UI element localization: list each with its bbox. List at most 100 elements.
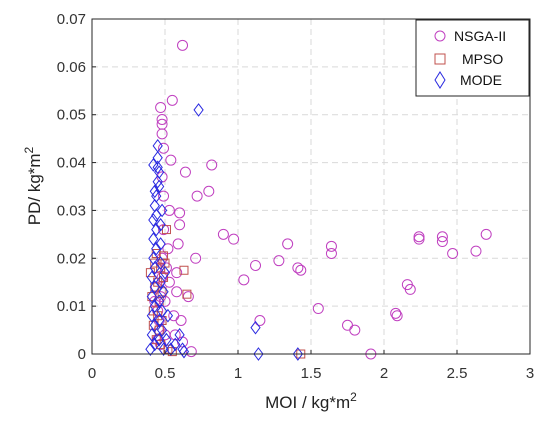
data-point-diamond [151,222,162,237]
legend-marker-mpso [434,53,446,65]
x-axis-label: MOI / kg*m2 [265,390,357,412]
data-point-circle [171,286,183,298]
y-tick-label: 0 [78,346,86,363]
data-point-diamond [158,284,169,299]
data-point-square [161,225,171,235]
data-point-circle [163,204,175,216]
data-point-circle [413,231,425,243]
data-point-diamond [253,347,264,361]
data-point-circle [254,315,266,326]
data-point-square [182,289,192,299]
data-point-circle [166,94,178,106]
data-point-circle [163,276,175,288]
y-axis-label-text: PD/ kg*m [25,153,44,225]
data-point-circle [273,255,285,267]
data-point-circle [158,190,170,202]
data-points [145,39,492,361]
data-point-diamond [149,318,160,333]
x-tick-label: 2.5 [447,365,468,382]
data-point-diamond [170,337,181,352]
data-point-circle [174,219,186,231]
y-tick-label: 0.05 [57,107,86,124]
data-point-diamond [145,342,156,357]
data-point-circle [165,154,177,166]
data-point-diamond [155,217,166,232]
data-point-diamond [156,203,168,218]
data-point-circle [470,245,482,257]
data-point-circle [179,166,191,178]
data-point-diamond [146,270,157,285]
data-point-circle [172,238,184,250]
y-axis-label: PD/ kg*m2 [22,146,44,225]
data-point-circle [156,114,168,125]
data-point-circle [349,324,361,336]
legend-marker-nsga-ii [434,30,446,42]
data-point-circle [155,102,167,114]
x-axis-label-text: MOI / kg*m [265,393,350,412]
x-tick-label: 2 [380,365,388,382]
data-point-diamond [152,138,163,153]
x-tick-label: 3 [526,365,534,382]
data-point-diamond [148,213,159,227]
data-point-diamond [154,294,165,309]
data-point-circle [292,262,304,274]
data-point-square [179,265,189,275]
data-point-diamond [165,342,176,357]
data-point-diamond [154,332,165,347]
data-point-diamond [155,275,166,290]
x-axis-label-superscript: 2 [350,390,357,404]
data-point-diamond [151,241,162,256]
data-point-circle [295,264,307,276]
data-point-diamond [152,174,163,189]
legend: NSGA-II MPSO MODE [415,19,530,97]
data-point-circle [206,159,218,171]
data-point-circle [404,283,416,295]
data-point-circle [158,224,170,236]
data-point-circle [312,303,324,315]
y-tick-label: 0.06 [57,59,86,76]
data-point-diamond [152,150,163,165]
data-point-circle [203,185,215,197]
y-tick-label: 0.04 [57,155,86,172]
y-tick-label: 0.02 [57,250,86,267]
data-point-diamond [148,232,159,246]
data-point-diamond [155,256,166,270]
data-point-diamond [250,320,261,335]
data-point-diamond [146,308,157,323]
data-point-diamond [149,184,160,199]
x-axis-ticks: 0 0.5 1 1.5 2 2.5 3 [88,350,534,382]
data-point-circle [158,142,170,154]
data-point-circle [436,236,448,248]
data-point-circle [175,315,187,326]
data-point-diamond [146,328,157,342]
data-point-circle [325,240,337,252]
data-point-diamond [161,332,172,347]
data-point-diamond [156,323,168,337]
data-point-diamond [154,313,165,328]
data-point-circle [436,231,448,243]
data-point-diamond [154,179,165,194]
data-point-diamond [162,308,174,323]
y-tick-label: 0.03 [57,202,86,219]
data-point-diamond [292,347,303,361]
legend-label-nsga-ii: NSGA-II [454,28,506,44]
y-axis-label-superscript: 2 [22,146,36,153]
legend-label-mode: MODE [460,72,502,88]
data-point-diamond [148,158,159,172]
data-point-circle [191,190,203,202]
data-point-diamond [178,344,190,359]
data-point-circle [174,207,186,219]
data-point-diamond [174,328,185,342]
data-point-square [150,258,160,268]
data-point-diamond [149,337,160,352]
data-point-circle [217,228,229,240]
series-mode [145,103,303,361]
data-point-circle [238,274,250,286]
data-point-circle [447,248,459,259]
data-point-diamond [149,299,160,313]
data-point-diamond [151,189,162,203]
data-point-diamond [193,103,204,117]
x-tick-label: 1.5 [301,365,322,382]
data-point-circle [190,252,202,264]
data-point-diamond [156,304,168,318]
